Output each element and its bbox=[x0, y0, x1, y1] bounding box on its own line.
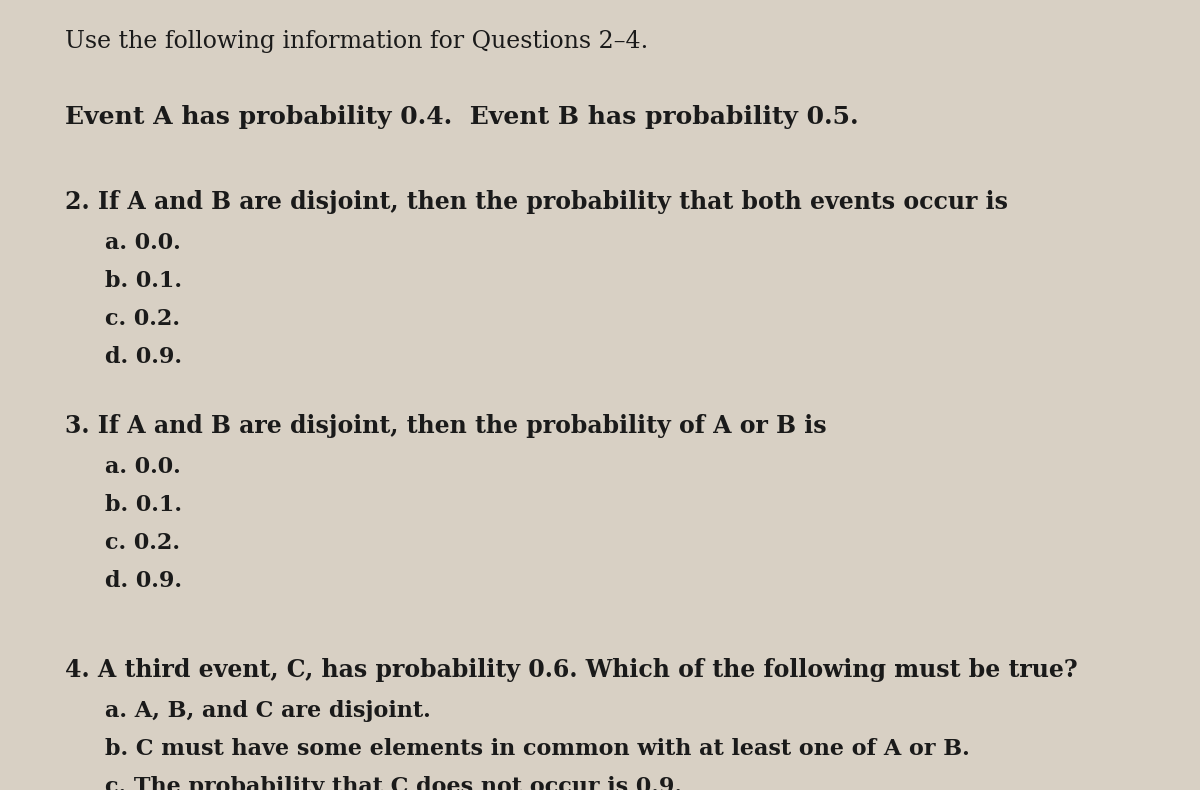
Text: c. 0.2.: c. 0.2. bbox=[106, 308, 180, 330]
Text: b. 0.1.: b. 0.1. bbox=[106, 494, 182, 516]
Text: Event A has probability 0.4.  Event B has probability 0.5.: Event A has probability 0.4. Event B has… bbox=[65, 105, 859, 129]
Text: c. 0.2.: c. 0.2. bbox=[106, 532, 180, 554]
Text: Use the following information for Questions 2–4.: Use the following information for Questi… bbox=[65, 30, 648, 53]
Text: c. The probability that C does not occur is 0.9.: c. The probability that C does not occur… bbox=[106, 776, 682, 790]
Text: 4. A third event, C, has probability 0.6. Which of the following must be true?: 4. A third event, C, has probability 0.6… bbox=[65, 658, 1078, 682]
Text: a. 0.0.: a. 0.0. bbox=[106, 456, 181, 478]
Text: 2. If A and B are disjoint, then the probability that both events occur is: 2. If A and B are disjoint, then the pro… bbox=[65, 190, 1008, 214]
Text: d. 0.9.: d. 0.9. bbox=[106, 570, 182, 592]
Text: a. A, B, and C are disjoint.: a. A, B, and C are disjoint. bbox=[106, 700, 431, 722]
Text: b. C must have some elements in common with at least one of A or B.: b. C must have some elements in common w… bbox=[106, 738, 970, 760]
Text: 3. If A and B are disjoint, then the probability of A or B is: 3. If A and B are disjoint, then the pro… bbox=[65, 414, 827, 438]
Text: d. 0.9.: d. 0.9. bbox=[106, 346, 182, 368]
Text: b. 0.1.: b. 0.1. bbox=[106, 270, 182, 292]
Text: a. 0.0.: a. 0.0. bbox=[106, 232, 181, 254]
